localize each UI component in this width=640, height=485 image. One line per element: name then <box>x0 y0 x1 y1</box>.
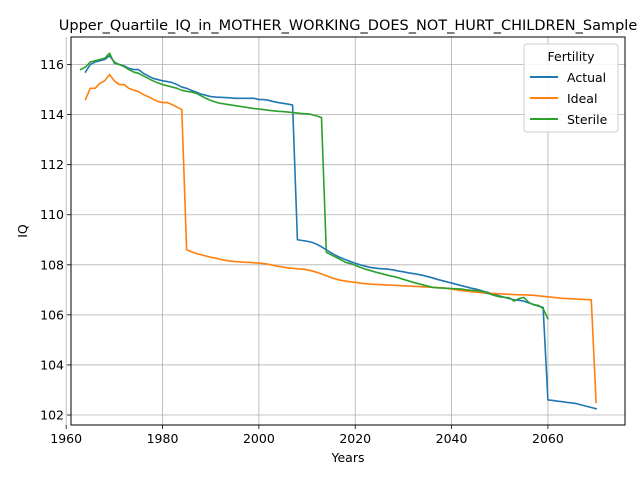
x-tick-label: 2020 <box>339 431 371 446</box>
series-lines <box>79 52 598 410</box>
legend-label-sterile: Sterile <box>567 112 608 127</box>
chart-title: Upper_Quartile_IQ_in_MOTHER_WORKING_DOES… <box>59 18 638 34</box>
x-tick-label: 1980 <box>147 431 179 446</box>
legend-label-ideal: Ideal <box>567 91 597 106</box>
grid <box>65 37 625 425</box>
x-axis-ticks: 1960 1980 2000 2020 2040 2060 <box>50 425 564 446</box>
legend-box <box>523 43 619 133</box>
legend-label-actual: Actual <box>567 70 606 85</box>
y-tick-label: 114 <box>40 107 64 122</box>
y-tick-label: 110 <box>40 207 64 222</box>
y-tick-label: 102 <box>40 407 64 422</box>
y-tick-label: 108 <box>40 257 64 272</box>
x-tick-label: 1960 <box>50 431 82 446</box>
x-axis-title: Years <box>331 450 365 465</box>
y-tick-label: 116 <box>40 57 64 72</box>
y-tick-label: 104 <box>40 357 64 372</box>
x-tick-label: 2000 <box>243 431 275 446</box>
legend-title: Fertility <box>548 49 596 64</box>
legend: Fertility Actual Ideal Sterile <box>523 43 619 133</box>
series-line-ideal <box>84 73 597 404</box>
y-tick-label: 112 <box>40 157 64 172</box>
y-tick-label: 106 <box>40 307 64 322</box>
y-axis-title: IQ <box>15 224 30 238</box>
x-tick-label: 2040 <box>436 431 468 446</box>
plot-area-frame <box>70 36 626 426</box>
x-tick-label: 2060 <box>532 431 564 446</box>
series-line-sterile <box>79 52 549 320</box>
y-axis-ticks: 102 104 106 108 110 112 114 116 <box>40 57 71 422</box>
